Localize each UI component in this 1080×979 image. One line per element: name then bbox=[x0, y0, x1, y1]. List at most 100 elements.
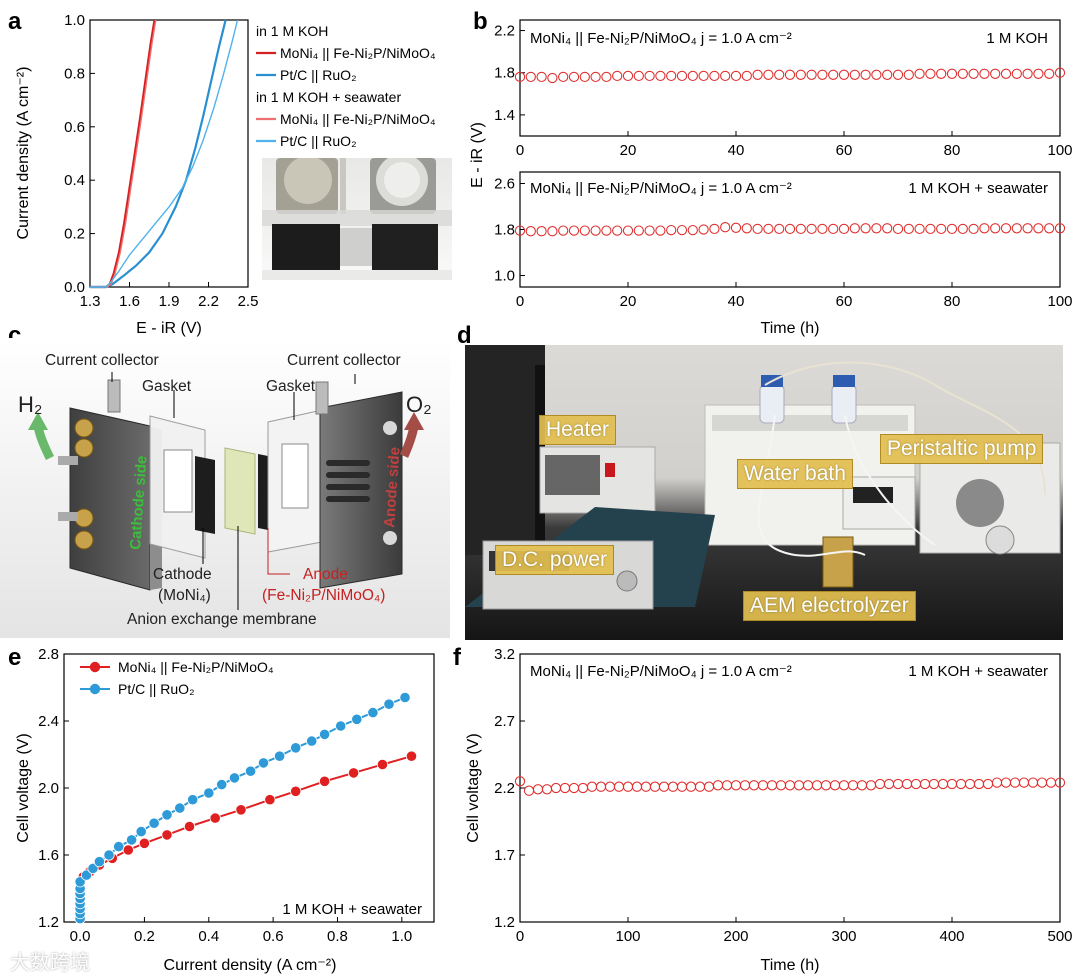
chart-b-bottom-annotation: MoNi₄ || Fe-Ni₂P/NiMoO₄ j = 1.0 A cm⁻² bbox=[530, 180, 792, 197]
data-point bbox=[973, 778, 985, 790]
chart-f-frame bbox=[519, 653, 1061, 923]
data-point bbox=[613, 781, 625, 792]
data-point bbox=[1011, 68, 1022, 79]
y-tick-label: 2.8 bbox=[38, 646, 59, 663]
data-point bbox=[795, 69, 806, 80]
data-point bbox=[741, 223, 752, 234]
cathode-electrode bbox=[195, 456, 215, 534]
data-point bbox=[550, 782, 562, 794]
data-point bbox=[752, 223, 763, 235]
data-point bbox=[264, 794, 276, 806]
y-tick-label: 1.4 bbox=[494, 107, 515, 124]
chart-f-annotation: MoNi₄ || Fe-Ni₂P/NiMoO₄ j = 1.0 A cm⁻² bbox=[530, 663, 792, 680]
data-point bbox=[856, 780, 868, 791]
data-point bbox=[1009, 777, 1021, 788]
anode-material-label: (Fe-Ni₂P/NiMoO₄) bbox=[262, 587, 386, 604]
data-point bbox=[367, 707, 379, 719]
y-tick-label: 1.2 bbox=[38, 914, 59, 931]
legend-entry: MoNi₄ || Fe-Ni₂P/NiMoO₄ bbox=[280, 111, 436, 127]
chart-b-top-annotation: MoNi₄ || Fe-Ni₂P/NiMoO₄ j = 1.0 A cm⁻² bbox=[530, 30, 792, 47]
data-point bbox=[601, 225, 612, 236]
data-point bbox=[1000, 223, 1012, 234]
data-point bbox=[806, 69, 817, 80]
data-point bbox=[1033, 68, 1044, 79]
x-tick-label: 0.4 bbox=[198, 928, 219, 945]
data-point bbox=[849, 223, 860, 234]
data-point bbox=[730, 70, 742, 82]
y-tick-label: 1.2 bbox=[494, 914, 515, 931]
cathode-material-label: (MoNi₄) bbox=[158, 587, 211, 604]
data-point bbox=[655, 225, 666, 236]
data-point bbox=[802, 780, 814, 791]
data-point bbox=[318, 728, 331, 741]
gasket-left-label: Gasket bbox=[142, 378, 192, 395]
x-tick-label: 0 bbox=[516, 928, 524, 945]
legend-entry: Pt/C || RuO₂ bbox=[280, 133, 357, 149]
data-point bbox=[187, 794, 199, 806]
data-point bbox=[1054, 67, 1066, 78]
chart-e-annotation: 1 M KOH + seawater bbox=[282, 901, 422, 918]
data-point bbox=[579, 225, 590, 236]
dc-power-tag: D.C. power bbox=[495, 545, 615, 575]
chart-e: 0.0 0.2 0.4 0.6 0.8 1.0 1.2 1.6 2.0 2.4 2.8 MoNi₄ … bbox=[15, 646, 435, 974]
membrane-label: Anion exchange membrane bbox=[127, 611, 317, 628]
data-point bbox=[138, 837, 150, 849]
data-point bbox=[228, 772, 241, 784]
data-point bbox=[936, 68, 947, 79]
data-point bbox=[523, 785, 535, 796]
data-point bbox=[658, 781, 670, 792]
data-point bbox=[536, 71, 547, 83]
data-point bbox=[849, 69, 860, 80]
chart-a-ticks: 1.3 1.6 1.9 2.2 2.5 0.0 0.2 0.4 0.6 0.8 1.0 bbox=[64, 12, 258, 310]
data-point bbox=[687, 70, 698, 82]
x-tick-label: 40 bbox=[728, 293, 745, 310]
peristaltic-pump-tag: Peristaltic pump bbox=[880, 434, 1044, 464]
data-point bbox=[612, 70, 623, 82]
chart-e-ylabel: Cell voltage (V) bbox=[15, 733, 32, 842]
panel-letter-f: f bbox=[453, 644, 461, 671]
data-point bbox=[622, 781, 634, 792]
y-tick-label: 2.2 bbox=[494, 780, 515, 797]
data-point bbox=[838, 223, 850, 235]
data-point bbox=[290, 785, 302, 797]
data-point bbox=[937, 778, 949, 790]
chart-a-xlabel: E - iR (V) bbox=[136, 320, 202, 337]
chart-b-top-ticks: 0 20 40 60 80 100 1.4 1.8 2.2 bbox=[494, 23, 1072, 159]
data-point bbox=[318, 775, 331, 787]
data-point bbox=[990, 68, 1001, 79]
data-point bbox=[919, 778, 931, 790]
data-point bbox=[135, 826, 147, 838]
data-point bbox=[957, 68, 968, 79]
data-point bbox=[901, 778, 913, 790]
chart-a-ylabel: Current density (A cm⁻²) bbox=[15, 67, 32, 240]
data-point bbox=[568, 782, 580, 794]
data-point bbox=[161, 809, 173, 821]
data-point bbox=[640, 781, 652, 792]
anode-label: Anode bbox=[303, 566, 348, 583]
chart-b: 0 20 40 60 80 100 1.4 1.8 2.2 0 20 40 60 80 100 1.0 1.8… bbox=[470, 19, 1073, 337]
series-line bbox=[79, 755, 412, 889]
electrolyzer-schematic: Cathode side Anode side bbox=[0, 338, 450, 638]
chart-e-lines bbox=[74, 691, 418, 925]
data-point bbox=[655, 70, 666, 82]
x-tick-label: 0.6 bbox=[263, 928, 284, 945]
data-point bbox=[633, 225, 644, 236]
chart-a-lines bbox=[90, 19, 239, 289]
panel-letter-d: d bbox=[457, 322, 472, 349]
data-point bbox=[558, 225, 569, 236]
data-point bbox=[757, 780, 769, 791]
data-point bbox=[982, 778, 994, 790]
data-point bbox=[709, 70, 720, 82]
data-point bbox=[829, 780, 841, 791]
data-point bbox=[586, 781, 598, 792]
data-point bbox=[990, 223, 1001, 234]
data-point bbox=[1000, 777, 1012, 788]
data-point bbox=[216, 779, 228, 791]
data-point bbox=[817, 223, 828, 235]
x-tick-label: 0.0 bbox=[70, 928, 91, 945]
data-point bbox=[676, 224, 688, 236]
data-point bbox=[784, 69, 796, 80]
y-tick-label: 2.7 bbox=[494, 713, 515, 730]
data-point bbox=[590, 225, 601, 236]
data-point bbox=[892, 69, 904, 80]
